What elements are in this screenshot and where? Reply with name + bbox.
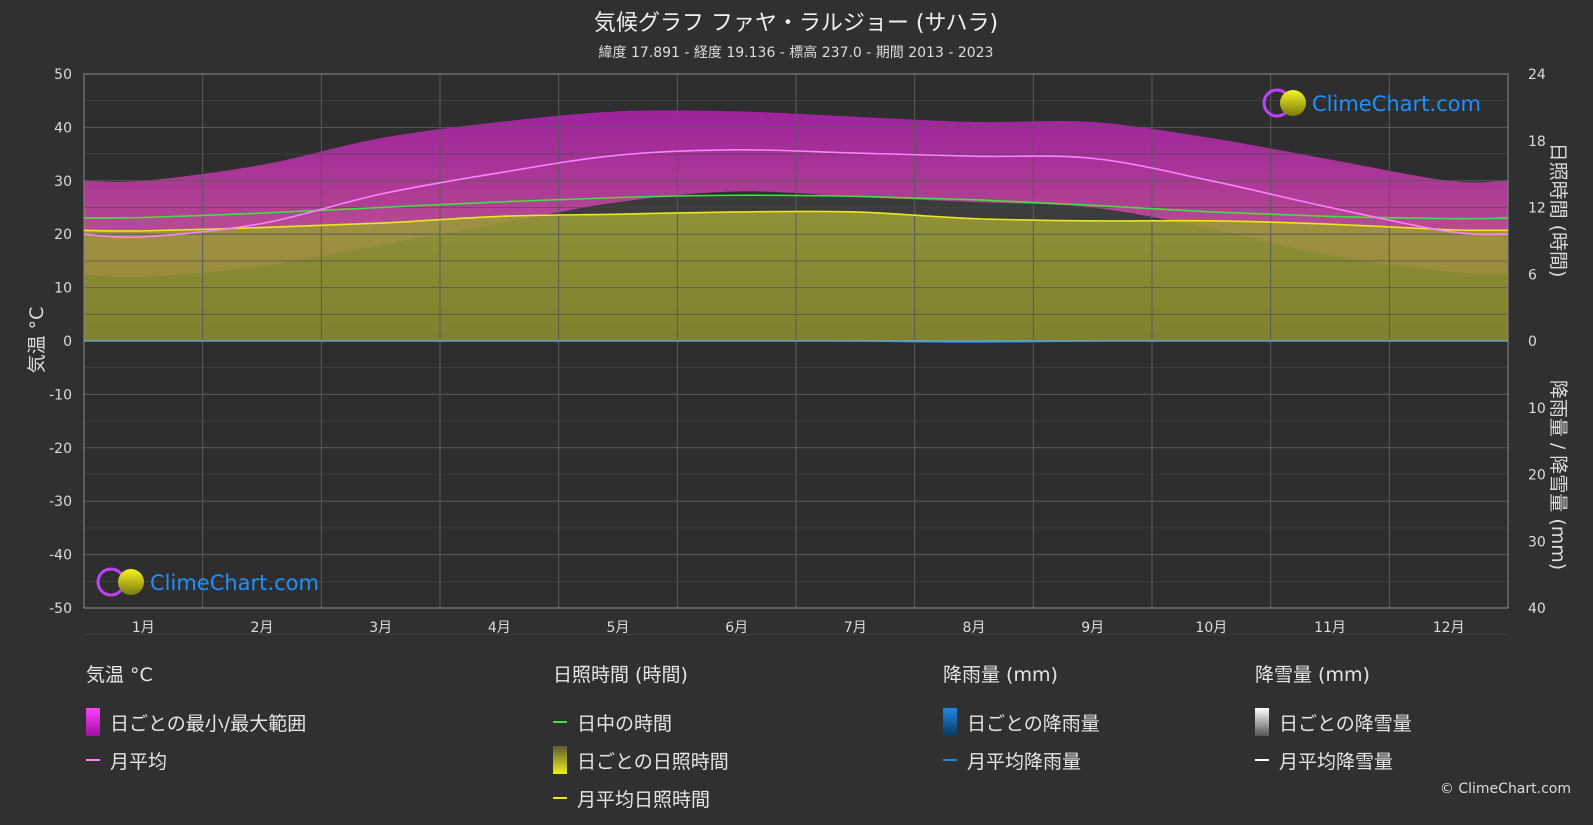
legend-sun-head: 日照時間 (時間) bbox=[553, 664, 688, 686]
x-month-label: 5月 bbox=[607, 620, 630, 636]
chart-subtitle: 緯度 17.891 - 経度 19.136 - 標高 237.0 - 期間 20… bbox=[599, 44, 994, 61]
snow-avg-swatch bbox=[1255, 759, 1269, 761]
y-left-tick: 30 bbox=[54, 174, 72, 190]
daylight-swatch bbox=[553, 721, 567, 723]
legend-temp-range: 日ごとの最小/最大範囲 bbox=[86, 703, 306, 741]
y-left-tick: -30 bbox=[49, 494, 72, 510]
daylight-line bbox=[83, 194, 1509, 220]
y-right-bottom-tick: 10 bbox=[1528, 401, 1546, 417]
temp-avg-swatch bbox=[86, 759, 100, 761]
x-month-label: 4月 bbox=[488, 620, 511, 636]
y-right-top-tick: 0 bbox=[1528, 334, 1537, 350]
legend-rain: 降雨量 (mm) 日ごとの降雨量 月平均降雨量 bbox=[943, 660, 1100, 779]
x-month-label: 7月 bbox=[844, 620, 867, 636]
y-left-label: 気温 °C bbox=[26, 307, 48, 374]
brand-text: ClimeChart.com bbox=[1312, 92, 1481, 116]
y-right-bottom-label: 降雨量 / 降雪量 (mm) bbox=[1547, 380, 1569, 570]
legend-daylight-label: 日中の時間 bbox=[577, 712, 673, 735]
legend-temp-range-label: 日ごとの最小/最大範囲 bbox=[110, 712, 307, 735]
y-left-tick: -20 bbox=[49, 441, 72, 457]
legend-sun-avg-label: 月平均日照時間 bbox=[577, 788, 711, 811]
legend-rain-head: 降雨量 (mm) bbox=[943, 664, 1058, 686]
x-month-label: 9月 bbox=[1081, 620, 1104, 636]
y-right-bottom-tick: 30 bbox=[1528, 534, 1546, 550]
sun-avg-swatch bbox=[553, 797, 567, 799]
sunshine-swatch bbox=[553, 746, 567, 774]
x-month-label: 11月 bbox=[1314, 620, 1346, 636]
legend-daily-rain-label: 日ごとの降雨量 bbox=[967, 712, 1100, 735]
plot-area: 50 40 30 20 10 0 -10 -20 -30 -40 -50 24 18 12 6 0 10 20 30… bbox=[49, 67, 1546, 636]
y-left-tick: -50 bbox=[49, 601, 72, 617]
range-swatch bbox=[86, 708, 100, 736]
y-right-top-tick: 12 bbox=[1528, 201, 1546, 217]
y-left-tick: 0 bbox=[63, 334, 72, 350]
legend-rain-avg: 月平均降雨量 bbox=[943, 741, 1100, 779]
snow-swatch bbox=[1255, 708, 1269, 736]
brand-text: ClimeChart.com bbox=[150, 571, 319, 595]
watermark-bottom: ClimeChart.com bbox=[96, 567, 319, 597]
y-left-tick: 50 bbox=[54, 67, 72, 83]
legend-temp-avg: 月平均 bbox=[86, 741, 306, 779]
y-left-tick: -40 bbox=[49, 548, 72, 564]
legend-temp-avg-label: 月平均 bbox=[110, 750, 168, 773]
legend-temp-head: 気温 °C bbox=[86, 664, 153, 686]
copyright: © ClimeChart.com bbox=[1439, 781, 1571, 797]
legend-temperature: 気温 °C 日ごとの最小/最大範囲 月平均 bbox=[86, 660, 306, 779]
legend-snow: 降雪量 (mm) 日ごとの降雪量 月平均降雪量 bbox=[1255, 660, 1412, 779]
y-left-tick: 20 bbox=[54, 227, 72, 243]
y-right-top-tick: 24 bbox=[1528, 67, 1546, 83]
x-month-label: 3月 bbox=[369, 620, 392, 636]
climate-chart: 気候グラフ ファヤ・ラルジョー (サハラ) 緯度 17.891 - 経度 19.… bbox=[26, 11, 1569, 636]
legend-daily-rain: 日ごとの降雨量 bbox=[943, 703, 1100, 741]
legend-sun-avg: 月平均日照時間 bbox=[553, 779, 729, 817]
y-right-bottom-tick: 40 bbox=[1528, 601, 1546, 617]
legend-snow-avg: 月平均降雪量 bbox=[1255, 741, 1412, 779]
y-right-top-tick: 6 bbox=[1528, 267, 1537, 283]
y-left-tick: 40 bbox=[54, 120, 72, 136]
y-left-tick: 10 bbox=[54, 281, 72, 297]
y-right-top-label: 日照時間 (時間) bbox=[1547, 143, 1569, 278]
sunshine-avg-line bbox=[83, 210, 1509, 232]
legend-daily-sunshine-label: 日ごとの日照時間 bbox=[577, 750, 729, 773]
x-month-label: 1月 bbox=[132, 620, 155, 636]
temp-avg-line bbox=[83, 148, 1509, 239]
legend-daily-sunshine: 日ごとの日照時間 bbox=[553, 741, 729, 779]
legend-daily-snow: 日ごとの降雪量 bbox=[1255, 703, 1412, 741]
rain-avg-swatch bbox=[943, 759, 957, 761]
x-month-label: 10月 bbox=[1195, 620, 1227, 636]
legend-sunshine: 日照時間 (時間) 日中の時間 日ごとの日照時間 月平均日照時間 bbox=[553, 660, 729, 817]
legend-rain-avg-label: 月平均降雨量 bbox=[967, 750, 1082, 773]
y-right-bottom-tick: 20 bbox=[1528, 468, 1546, 484]
x-month-label: 12月 bbox=[1433, 620, 1465, 636]
watermark-top: ClimeChart.com bbox=[1262, 88, 1481, 118]
x-month-label: 2月 bbox=[251, 620, 274, 636]
y-left-tick: -10 bbox=[49, 387, 72, 403]
legend-snow-avg-label: 月平均降雪量 bbox=[1279, 750, 1394, 773]
x-month-label: 6月 bbox=[725, 620, 748, 636]
legend-daily-snow-label: 日ごとの降雪量 bbox=[1279, 712, 1412, 735]
rain-swatch bbox=[943, 708, 957, 736]
y-right-top-tick: 18 bbox=[1528, 134, 1546, 150]
chart-title: 気候グラフ ファヤ・ラルジョー (サハラ) bbox=[594, 11, 998, 36]
legend-daylight: 日中の時間 bbox=[553, 703, 729, 741]
x-month-label: 8月 bbox=[963, 620, 986, 636]
legend-snow-head: 降雪量 (mm) bbox=[1255, 664, 1370, 686]
